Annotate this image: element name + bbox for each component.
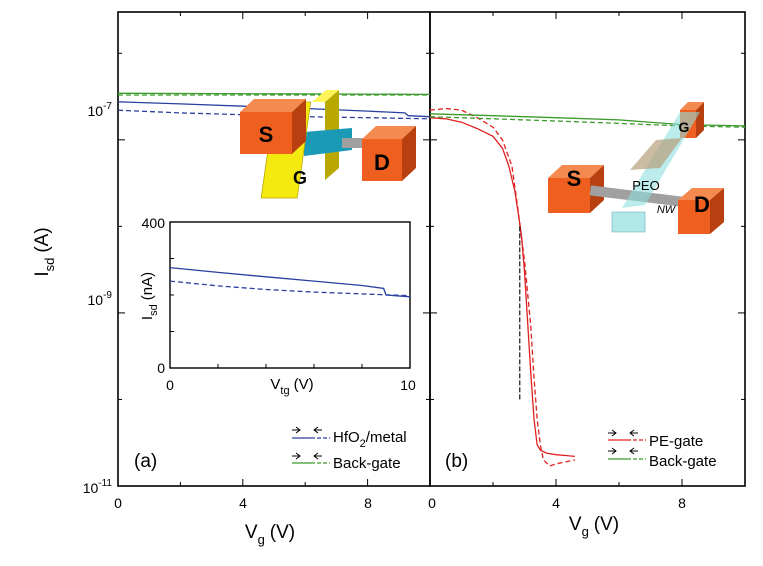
device-diagram-a: S D G [240, 90, 416, 199]
y-tick-label-1e-11: 10-11 [83, 478, 113, 496]
panel-b-label: (b) [445, 451, 468, 472]
legend-b: PE-gate Back-gate [608, 429, 717, 470]
source-pad [240, 112, 292, 154]
x-tick-labels: 0 4 8 0 4 8 [114, 495, 686, 511]
drain-pad-b [678, 200, 710, 234]
legend-a: HfO2/metal Back-gate [292, 426, 407, 472]
drain-label-a: D [374, 150, 390, 175]
x-tick-label-b-4: 4 [552, 495, 560, 511]
nanowire-right [342, 138, 366, 148]
legend-a-arrows [292, 426, 322, 460]
gate-pad-b-side [696, 102, 704, 138]
panel-b-ticks [429, 12, 746, 487]
inset-ticks [169, 221, 411, 369]
inset-y-label: Isd(nA) [139, 272, 160, 320]
x-tick-label-a-0: 0 [114, 495, 122, 511]
y-axis-label: Isd(A) [32, 227, 57, 276]
x-tick-label-a-4: 4 [239, 495, 247, 511]
series-line-pe-gate-backward [429, 107, 576, 467]
gate-overlap [630, 138, 682, 170]
x-tick-label-b-8: 8 [678, 495, 686, 511]
panel-b-frame [429, 11, 746, 487]
dielectric-layer [304, 128, 352, 156]
source-label-b: S [567, 166, 582, 191]
source-pad-b [548, 178, 590, 213]
source-pad-b-top [548, 165, 604, 178]
y-tick-labels: 10-7 10-9 10-11 [83, 101, 113, 496]
y-tick-label-1e-7: 10-7 [88, 101, 113, 119]
inset-series [169, 266, 411, 298]
drain-pad-side [402, 126, 416, 181]
legend-a-hfo2-text: HfO2/metal [333, 429, 407, 450]
drain-pad [362, 139, 402, 181]
inset-x-tick-10: 10 [400, 377, 416, 393]
x-axis-label-a: Vg (V) [245, 522, 295, 547]
gate-label-a: G [293, 168, 307, 188]
legend-a-backgate-text: Back-gate [333, 455, 401, 472]
series-line-back-gate-backward [429, 116, 746, 128]
inset-y-tick-0: 0 [157, 360, 165, 376]
device-diagram-b: S D G PEO NW [548, 102, 724, 234]
inset-x-tick-0: 0 [166, 377, 174, 393]
inset-series-line-backward [169, 280, 411, 297]
series-line-back-gate-forward [117, 92, 431, 96]
x-tick-label-b-0: 0 [428, 495, 436, 511]
y-tick-label-1e-9: 10-9 [88, 290, 113, 308]
inset-y-tick-400: 400 [142, 215, 166, 231]
drain-pad-b-side [710, 188, 724, 234]
panel-a-label: (a) [134, 451, 157, 472]
inset-x-label: Vtg (V) [270, 376, 313, 397]
legend-b-pegate-text: PE-gate [649, 433, 703, 450]
inset-frame [169, 221, 411, 369]
peo-label: PEO [632, 178, 659, 193]
drain-label-b: D [694, 192, 710, 217]
x-axis-label-b: Vg (V) [569, 514, 619, 539]
gate-label-b: G [679, 119, 690, 135]
source-pad-side [292, 99, 306, 154]
drain-pad-b-top [678, 188, 724, 200]
panel-b-series [429, 107, 746, 467]
x-tick-label-a-8: 8 [364, 495, 372, 511]
electrolyte-front [611, 211, 646, 233]
inset-plot: 400 0 0 10 Vtg (V) Isd(nA) [139, 215, 416, 397]
legend-b-backgate-text: Back-gate [649, 453, 717, 470]
series-line-pe-gate-forward [429, 117, 575, 458]
source-label-a: S [259, 122, 274, 147]
inset-series-line-forward [169, 266, 411, 298]
source-pad-top [240, 99, 306, 112]
drain-pad-top [362, 126, 416, 139]
legend-b-arrows [608, 429, 638, 455]
gate-bar-top [312, 90, 339, 102]
nw-label: NW [657, 204, 677, 216]
